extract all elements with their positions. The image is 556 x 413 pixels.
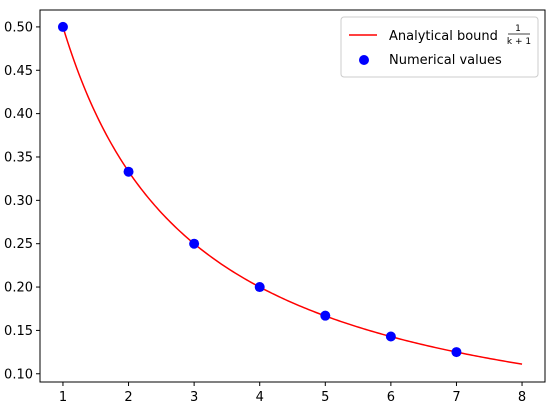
data-point-numerical xyxy=(123,166,134,177)
legend-label-numerical: Numerical values xyxy=(389,53,502,68)
legend-box xyxy=(340,16,539,78)
y-tick-label: 0.50 xyxy=(4,20,33,35)
x-axis: 1 2 3 4 5 6 7 8 xyxy=(59,382,526,405)
data-point-numerical xyxy=(57,21,68,32)
x-tick-label: 2 xyxy=(124,390,132,405)
y-tick-label: 0.10 xyxy=(4,367,33,382)
legend-scatter-marker xyxy=(359,55,369,65)
plot-frame xyxy=(39,9,546,383)
x-tick-label: 6 xyxy=(387,390,395,405)
y-tick-label: 0.35 xyxy=(4,150,33,165)
legend-fraction-numerator: 1 xyxy=(515,24,521,34)
legend-label-analytical: Analytical bound xyxy=(389,29,498,44)
data-point-numerical xyxy=(320,310,331,321)
data-point-numerical xyxy=(451,347,462,358)
data-point-numerical xyxy=(254,282,265,293)
y-tick-label: 0.20 xyxy=(4,281,33,296)
x-tick-label: 4 xyxy=(256,390,264,405)
x-tick-label: 7 xyxy=(452,390,460,405)
y-axis: 0.10 0.15 0.20 0.25 0.30 0.35 0.40 0.45 0.50 xyxy=(4,20,40,382)
points-layer xyxy=(57,21,462,358)
series-line-analytical xyxy=(62,26,523,365)
y-tick-label: 0.45 xyxy=(4,64,33,79)
y-tick-label: 0.40 xyxy=(4,107,33,122)
y-tick-label: 0.15 xyxy=(4,324,33,339)
data-point-numerical xyxy=(385,331,396,342)
legend: Analytical bound 1 k + 1 Numerical value… xyxy=(340,16,539,78)
curve-layer xyxy=(62,26,523,365)
legend-fraction-denominator: k + 1 xyxy=(507,37,531,47)
x-tick-label: 3 xyxy=(190,390,198,405)
y-tick-label: 0.25 xyxy=(4,237,33,252)
x-tick-label: 1 xyxy=(59,390,67,405)
x-tick-label: 8 xyxy=(518,390,526,405)
y-tick-label: 0.30 xyxy=(4,194,33,209)
x-tick-label: 5 xyxy=(321,390,329,405)
data-point-numerical xyxy=(189,238,200,249)
